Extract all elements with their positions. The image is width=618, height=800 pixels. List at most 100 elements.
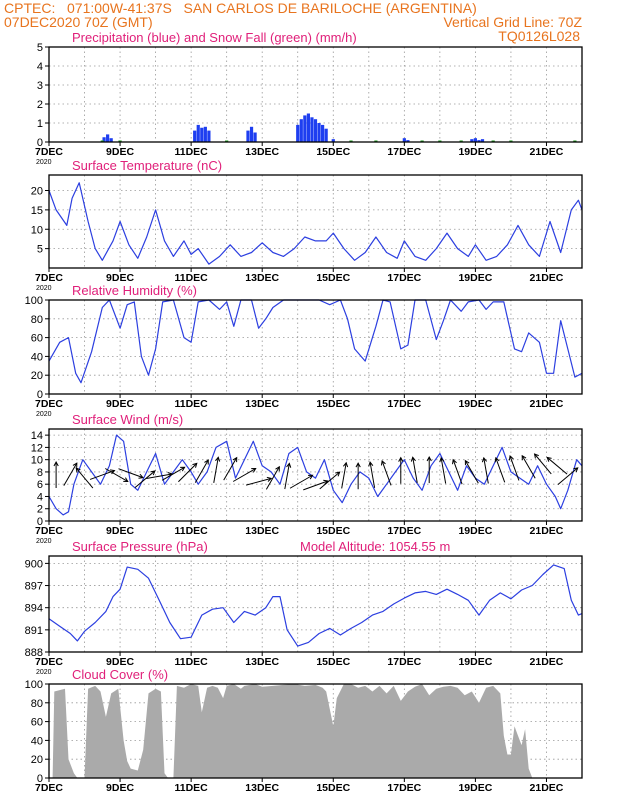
x-tick-label: 19DEC bbox=[458, 398, 492, 410]
bar bbox=[459, 140, 463, 142]
x-tick-label: 11DEC bbox=[174, 656, 208, 668]
y-tick-label: 891 bbox=[25, 625, 43, 637]
wind-arrow bbox=[398, 456, 404, 484]
panel-humidity: 0 20 40 60 80 100 7DEC 9DEC 11DEC 13DEC 15DEC 17DEC… bbox=[25, 283, 583, 418]
x-tick-label: 9DEC bbox=[106, 525, 134, 537]
y-tick-label: 20 bbox=[31, 754, 43, 766]
bar bbox=[349, 140, 353, 142]
panel-pressure: 888 891 894 897 900 7DEC 9DEC 11DEC 13DEC 15DEC 17… bbox=[25, 539, 583, 676]
wind-arrow bbox=[426, 456, 432, 484]
y-tick-label: 100 bbox=[25, 295, 43, 307]
wind-arrow bbox=[557, 467, 579, 485]
wind-arrows bbox=[53, 453, 579, 491]
bar bbox=[303, 115, 307, 142]
year-corner-label: 2020 bbox=[36, 411, 52, 418]
wind-arrow bbox=[533, 453, 552, 475]
wind-arrow bbox=[319, 471, 341, 490]
wind-arrow bbox=[355, 462, 361, 490]
x-tick-label: 13DEC bbox=[245, 146, 279, 158]
wind-arrow bbox=[118, 468, 144, 479]
bar bbox=[118, 140, 122, 142]
x-tick-label: 17DEC bbox=[387, 525, 421, 537]
series-line bbox=[48, 182, 583, 265]
x-tick-label: 15DEC bbox=[316, 398, 350, 410]
bar bbox=[193, 130, 197, 142]
panel-temperature: 5 10 15 20 7DEC 9DEC 11DEC 13DEC 15DEC 17DEC 19DEC… bbox=[31, 158, 583, 292]
bar bbox=[573, 140, 577, 142]
header-line1: CPTEC: 071:00W-41:37S SAN CARLOS DE BARI… bbox=[4, 0, 477, 16]
x-tick-label: 9DEC bbox=[106, 272, 134, 284]
wind-arrow bbox=[232, 467, 257, 482]
y-tick-label: 40 bbox=[31, 735, 43, 747]
x-tick-label: 9DEC bbox=[106, 398, 134, 410]
x-tick-label: 17DEC bbox=[387, 146, 421, 158]
y-tick-label: 100 bbox=[25, 679, 43, 691]
y-tick-label: 80 bbox=[31, 698, 43, 710]
y-tick-label: 10 bbox=[31, 224, 43, 236]
x-tick-label: 7DEC bbox=[35, 272, 63, 284]
bar bbox=[321, 124, 325, 142]
x-tick-label: 13DEC bbox=[245, 782, 279, 794]
panel-frame bbox=[48, 299, 583, 395]
x-tick-label: 21DEC bbox=[530, 398, 564, 410]
panel-title: Surface Temperature (nC) bbox=[72, 158, 222, 173]
x-tick-label: 17DEC bbox=[387, 272, 421, 284]
year-corner-label: 2020 bbox=[36, 669, 52, 676]
x-tick-label: 19DEC bbox=[458, 272, 492, 284]
x-tick-label: 15DEC bbox=[316, 782, 350, 794]
bar bbox=[310, 117, 314, 142]
x-tick-label: 19DEC bbox=[458, 782, 492, 794]
y-tick-label: 5 bbox=[37, 244, 43, 256]
bar bbox=[374, 140, 378, 142]
y-tick-label: 8 bbox=[37, 467, 43, 479]
y-tick-label: 20 bbox=[31, 370, 43, 382]
x-tick-label: 11DEC bbox=[174, 525, 208, 537]
wind-arrow bbox=[105, 468, 129, 483]
model-altitude: Model Altitude: 1054.55 m bbox=[300, 539, 450, 554]
bar bbox=[473, 138, 477, 142]
bar bbox=[225, 140, 229, 142]
wind-arrow bbox=[194, 459, 209, 483]
y-tick-label: 4 bbox=[37, 491, 43, 503]
y-tick-label: 3 bbox=[37, 80, 43, 92]
header-date: 07DEC2020 70Z (GMT) bbox=[4, 14, 153, 30]
y-tick-label: 5 bbox=[37, 42, 43, 54]
bar bbox=[470, 139, 474, 142]
panel-frame bbox=[48, 428, 583, 522]
wind-arrow bbox=[178, 462, 198, 483]
bar bbox=[491, 140, 495, 142]
panel-title: Surface Pressure (hPa) bbox=[72, 539, 208, 554]
x-tick-label: 21DEC bbox=[530, 146, 564, 158]
wind-arrow bbox=[75, 467, 94, 489]
x-tick-label: 15DEC bbox=[316, 525, 350, 537]
bar bbox=[402, 138, 406, 142]
y-tick-label: 0 bbox=[37, 773, 43, 785]
y-tick-label: 888 bbox=[25, 647, 43, 659]
wind-arrow bbox=[368, 461, 376, 488]
wind-arrow bbox=[439, 456, 447, 484]
x-tick-label: 21DEC bbox=[530, 525, 564, 537]
bar bbox=[306, 113, 310, 142]
bar bbox=[324, 128, 328, 142]
wind-arrow bbox=[452, 458, 463, 485]
header-grid-note: Vertical Grid Line: 70Z bbox=[443, 14, 582, 30]
x-tick-label: 15DEC bbox=[316, 146, 350, 158]
y-tick-label: 0 bbox=[37, 389, 43, 401]
wind-arrow bbox=[464, 459, 479, 484]
x-tick-label: 11DEC bbox=[174, 272, 208, 284]
x-tick-label: 15DEC bbox=[316, 272, 350, 284]
pressure-series-0 bbox=[48, 564, 583, 647]
y-tick-label: 900 bbox=[25, 558, 43, 570]
wind-arrow bbox=[53, 460, 59, 488]
bar bbox=[102, 137, 106, 142]
x-tick-label: 9DEC bbox=[106, 656, 134, 668]
bar bbox=[207, 130, 211, 142]
wind-arrow bbox=[546, 456, 568, 475]
panel-frame bbox=[48, 683, 583, 779]
x-tick-label: 13DEC bbox=[245, 656, 279, 668]
y-tick-label: 40 bbox=[31, 351, 43, 363]
header-code: TQ0126L028 bbox=[498, 28, 580, 44]
panel-title: Relative Humidity (%) bbox=[72, 283, 197, 298]
bar bbox=[253, 132, 257, 142]
x-tick-label: 17DEC bbox=[387, 782, 421, 794]
